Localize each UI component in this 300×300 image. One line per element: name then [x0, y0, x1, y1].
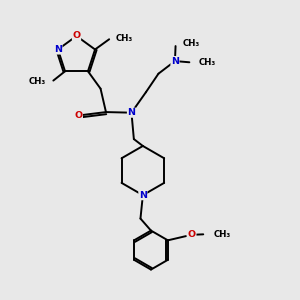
Text: N: N	[54, 45, 62, 54]
Text: CH₃: CH₃	[116, 34, 133, 43]
Text: CH₃: CH₃	[199, 58, 216, 67]
Text: N: N	[128, 108, 136, 117]
Text: CH₃: CH₃	[29, 77, 46, 86]
Text: N: N	[139, 191, 147, 200]
Text: O: O	[72, 32, 81, 40]
Text: CH₃: CH₃	[213, 230, 231, 239]
Text: N: N	[171, 57, 179, 66]
Text: CH₃: CH₃	[183, 39, 200, 48]
Text: O: O	[74, 111, 83, 120]
Text: O: O	[188, 230, 196, 239]
